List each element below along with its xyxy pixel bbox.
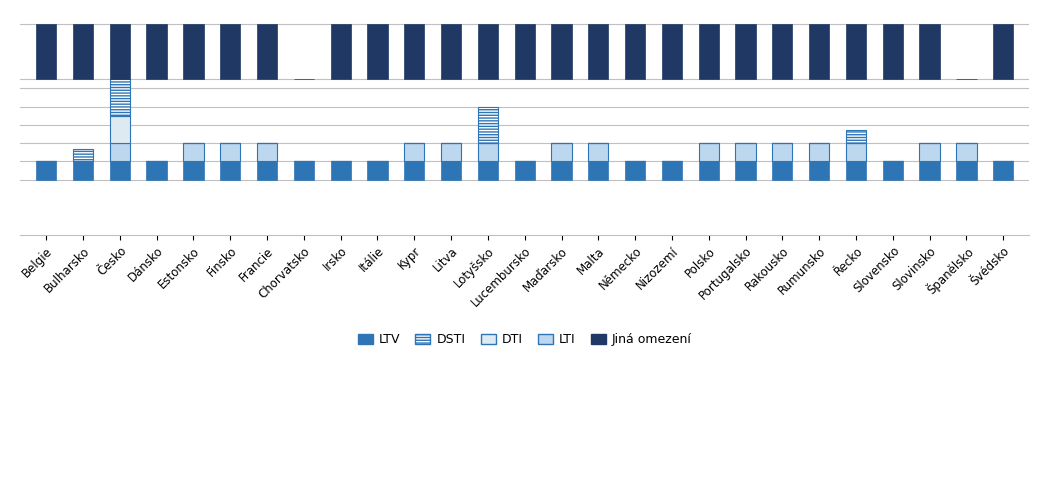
Bar [73,24,93,79]
Bar [551,161,572,180]
Bar [404,143,425,161]
Bar [515,24,535,79]
Bar [551,143,572,161]
Bar [920,24,940,79]
Bar [404,24,425,79]
Bar [588,24,609,79]
Bar [478,24,498,79]
Bar [625,161,645,180]
Bar [110,116,129,143]
Bar [920,161,940,180]
Bar [184,24,204,79]
Bar [220,24,240,79]
Bar [293,161,314,180]
Bar [110,161,129,180]
Bar [846,24,867,79]
Bar [662,161,682,180]
Bar [625,24,645,79]
Bar [588,161,609,180]
Bar [367,161,387,180]
Bar [735,24,756,79]
Bar [331,24,351,79]
Bar [184,161,204,180]
Bar [698,161,719,180]
Bar [773,24,792,79]
Bar [184,143,204,161]
Bar [478,107,498,143]
Bar [809,143,829,161]
Bar [735,143,756,161]
Bar [220,161,240,180]
Bar [110,24,129,79]
Bar [146,24,167,79]
Bar [257,143,277,161]
Legend: LTV, DSTI, DTI, LTI, Jiná omezení: LTV, DSTI, DTI, LTI, Jiná omezení [353,329,696,352]
Bar [73,148,93,161]
Bar [404,161,425,180]
Bar [956,143,976,161]
Bar [441,161,461,180]
Bar [920,143,940,161]
Bar [551,24,572,79]
Bar [698,143,719,161]
Bar [956,161,976,180]
Bar [993,24,1014,79]
Bar [773,143,792,161]
Bar [515,161,535,180]
Bar [882,24,903,79]
Bar [257,161,277,180]
Bar [662,24,682,79]
Bar [588,143,609,161]
Bar [773,161,792,180]
Bar [441,24,461,79]
Bar [220,143,240,161]
Bar [37,24,56,79]
Bar [478,143,498,161]
Bar [846,130,867,143]
Bar [698,24,719,79]
Bar [257,24,277,79]
Bar [331,161,351,180]
Bar [478,161,498,180]
Bar [882,161,903,180]
Bar [846,143,867,161]
Bar [993,161,1014,180]
Bar [367,24,387,79]
Bar [441,143,461,161]
Bar [73,161,93,180]
Bar [735,161,756,180]
Bar [846,161,867,180]
Bar [809,24,829,79]
Bar [110,79,129,116]
Bar [809,161,829,180]
Bar [37,161,56,180]
Bar [110,143,129,161]
Bar [146,161,167,180]
